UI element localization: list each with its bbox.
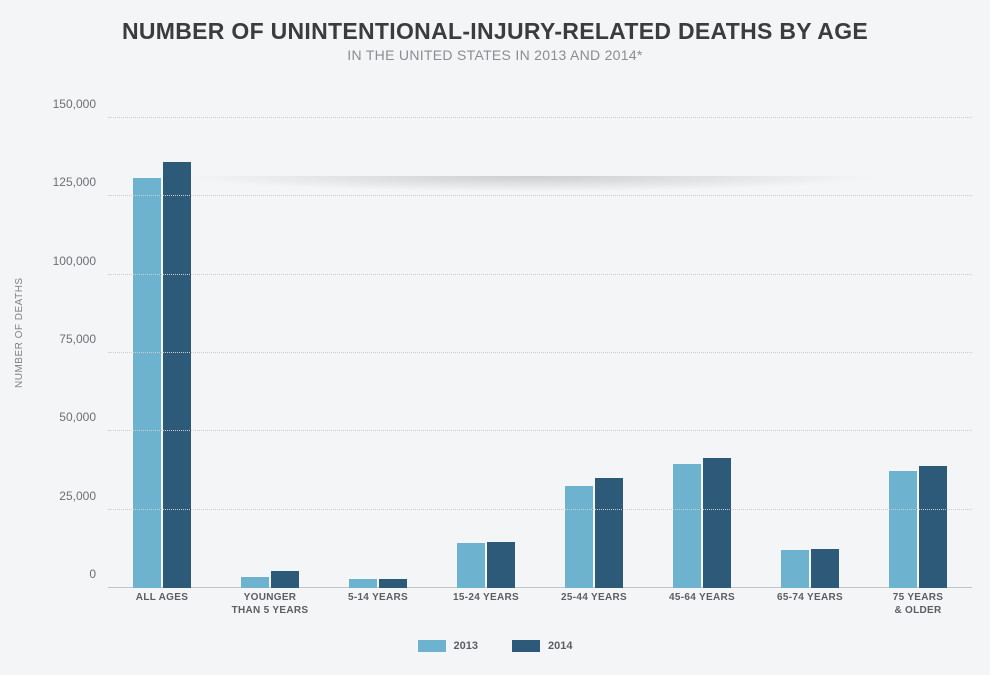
bar-groups: [108, 118, 972, 588]
bar: [673, 464, 701, 588]
bar-group: [764, 118, 856, 588]
legend-item: 2014: [512, 640, 572, 652]
legend-item: 2013: [418, 640, 478, 652]
x-axis-label: 15-24 YEARS: [440, 592, 532, 617]
y-tick-label: 150,000: [53, 97, 96, 111]
bar: [889, 471, 917, 589]
bar: [487, 542, 515, 588]
bar: [781, 550, 809, 588]
bar: [595, 478, 623, 588]
bar: [163, 162, 191, 588]
legend-swatch: [418, 640, 446, 652]
x-axis-label: ALL AGES: [116, 592, 208, 617]
gridline: [108, 430, 972, 431]
x-axis-label: 25-44 YEARS: [548, 592, 640, 617]
bar: [703, 458, 731, 588]
legend-label: 2014: [548, 640, 572, 652]
x-axis-label: 75 YEARS& OLDER: [872, 592, 964, 617]
bar: [379, 579, 407, 588]
gridline: [108, 352, 972, 353]
x-axis-label: 5-14 YEARS: [332, 592, 424, 617]
bar: [457, 543, 485, 588]
bar: [349, 579, 377, 588]
y-tick-label: 25,000: [59, 489, 96, 503]
gridline: [108, 274, 972, 275]
legend-swatch: [512, 640, 540, 652]
bar: [241, 577, 269, 588]
bar-group: [116, 118, 208, 588]
bar-group: [224, 118, 316, 588]
chart-title: NUMBER OF UNINTENTIONAL-INJURY-RELATED D…: [0, 18, 990, 45]
title-block: NUMBER OF UNINTENTIONAL-INJURY-RELATED D…: [0, 0, 990, 63]
y-axis-title: NUMBER OF DEATHS: [14, 277, 25, 388]
gridline: [108, 509, 972, 510]
bar: [271, 571, 299, 588]
y-tick-label: 75,000: [59, 332, 96, 346]
bar-group: [440, 118, 532, 588]
y-tick-label: 100,000: [53, 254, 96, 268]
y-tick-label: 0: [89, 567, 96, 581]
bar: [811, 549, 839, 588]
gridline: [108, 117, 972, 118]
y-tick-label: 50,000: [59, 410, 96, 424]
gridline: [108, 195, 972, 196]
x-axis-labels: ALL AGES YOUNGERTHAN 5 YEARS 5-14 YEARS 15-…: [108, 592, 972, 617]
chart: NUMBER OF DEATHS 025,00050,00075,000100,…: [0, 88, 990, 675]
x-axis-label: YOUNGERTHAN 5 YEARS: [224, 592, 316, 617]
legend-label: 2013: [454, 640, 478, 652]
x-axis-label: 45-64 YEARS: [656, 592, 748, 617]
bar-group: [332, 118, 424, 588]
chart-subtitle: IN THE UNITED STATES IN 2013 AND 2014*: [0, 47, 990, 63]
plot-area: 025,00050,00075,000100,000125,000150,000: [108, 118, 972, 588]
bar-group: [548, 118, 640, 588]
bar: [565, 486, 593, 588]
y-tick-label: 125,000: [53, 175, 96, 189]
bar: [919, 466, 947, 588]
legend: 2013 2014: [0, 640, 990, 652]
bar-group: [872, 118, 964, 588]
x-axis-label: 65-74 YEARS: [764, 592, 856, 617]
bar: [133, 178, 161, 588]
bar-group: [656, 118, 748, 588]
